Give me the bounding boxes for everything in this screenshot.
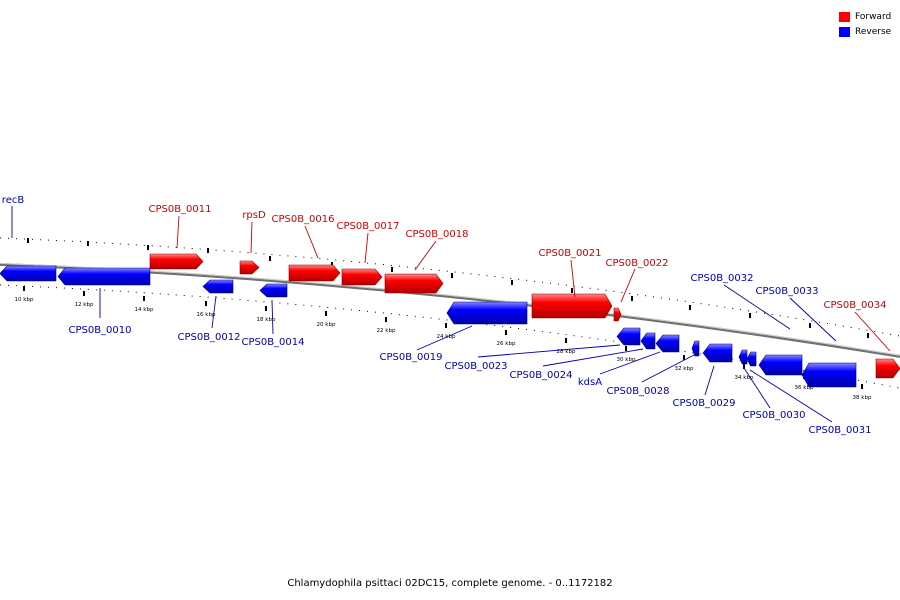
gene-label-cps0b-0014: CPS0B_0014 [241,337,304,348]
gene-label-cps0b-0033: CPS0B_0033 [755,286,818,297]
leader-line [176,215,180,249]
leader-line [749,369,833,423]
gene-arrow-kdsa [655,334,680,353]
leader-line [789,297,837,342]
gene-arrow-rpsd [239,260,260,275]
leader-line [250,221,253,254]
gene-arrow-cps0b-0019 [446,301,528,325]
gene-label-cps0b-0011: CPS0B_0011 [148,204,211,215]
gene-label-cps0b-0022: CPS0B_0022 [605,258,668,269]
gene-arrow-cps0b-0030 [738,349,748,365]
gene-label-cps0b-0030: CPS0B_0030 [742,410,805,421]
leader-line [599,351,661,375]
gene-label-cps0b-0032: CPS0B_0032 [690,273,753,284]
scale-tick-label: 38 kbp [853,395,872,401]
gene-label-rpsd: rpsD [242,210,266,221]
scale-tick-label: 28 kbp [557,349,576,355]
forward-swatch [839,11,850,22]
scale-tick-label: 10 kbp [15,297,34,303]
gene-arrow-cps0b-0018 [384,273,444,294]
leader-line [211,295,217,329]
scale-tick-label: 36 kbp [795,385,814,391]
gene-label-cps0b-0024: CPS0B_0024 [509,370,572,381]
gene-label-cps0b-0019: CPS0B_0019 [379,352,442,363]
gene-label-cps0b-0016: CPS0B_0016 [271,214,334,225]
leader-line [570,259,576,298]
scale-tick-label: 26 kbp [497,341,516,347]
gene-arrow-cps0b-0033 [746,351,757,367]
legend-reverse: Reverse [839,24,891,39]
leader-line [304,225,319,259]
scale-ticks: 10 kbp 12 kbp 14 kbp 16 kbp 18 kbp 20 kbp 22 k… [15,286,872,401]
gene-arrow-cps0b-0012 [202,279,234,294]
gene-features [0,253,900,388]
gene-label-cps0b-0028: CPS0B_0028 [606,386,669,397]
gene-arrow-cps0b-0024 [640,332,656,350]
scale-tick-label: 18 kbp [257,317,276,323]
gene-arrow-cps0b-0028 [691,340,700,357]
scale-tick-label: 16 kbp [197,312,216,318]
gene-label-kdsa: kdsA [578,377,602,388]
legend-forward-label: Forward [855,11,892,22]
gene-arrow-cps0b-0022 [613,307,622,322]
leader-line [416,325,473,351]
gene-arrow-recb [0,265,57,282]
map-caption: Chlamydophila psittaci 02DC15, complete … [287,578,613,589]
gene-arrow-cps0b-0011 [149,253,204,270]
gene-label-cps0b-0031: CPS0B_0031 [808,425,871,436]
leader-line [641,354,695,383]
gene-label-cps0b-0029: CPS0B_0029 [672,398,735,409]
gene-arrow-cps0b-0021 [531,293,613,319]
scale-tick-label: 14 kbp [135,307,154,313]
gene-arrow-cps0b-0017 [341,268,383,286]
gene-label-cps0b-0021: CPS0B_0021 [538,248,601,259]
leader-line [271,299,274,335]
gene-arrow-cps0b-0031 [801,362,857,388]
reverse-swatch [839,26,850,37]
scale-tick-label: 34 kbp [735,375,754,381]
gene-arrow-cps0b-0029 [702,343,733,363]
gene-arrow-cps0b-0023 [616,327,641,346]
gene-label-cps0b-0034: CPS0B_0034 [823,300,886,311]
gene-arrow-cps0b-0032 [758,354,803,376]
leader-line [477,344,621,358]
leader-line [723,284,791,330]
gene-label-cps0b-0018: CPS0B_0018 [405,229,468,240]
gene-arrow-cps0b-0010 [57,267,151,286]
leader-line [620,268,636,303]
gene-label-recb: recB [2,195,25,206]
legend-reverse-label: Reverse [855,26,892,37]
leader-line [704,365,715,396]
scale-tick-label: 20 kbp [317,322,336,328]
leader-line [364,232,369,264]
gene-arrow-cps0b-0014 [259,283,288,298]
gene-label-cps0b-0012: CPS0B_0012 [177,332,240,343]
legend: Forward Reverse [839,9,891,39]
leader-line [414,240,437,271]
gene-arrow-cps0b-0034 [875,358,900,379]
scale-tick-label: 32 kbp [675,366,694,372]
upper-major-ticks [27,238,869,338]
gene-label-cps0b-0023: CPS0B_0023 [444,361,507,372]
scale-tick-label: 22 kbp [377,328,396,334]
scale-tick-label: 12 kbp [75,302,94,308]
scale-tick-label: 30 kbp [617,357,636,363]
leader-line [854,311,891,352]
gene-labels: recB CPS0B_0010 CPS0B_0011 CPS0B_0012 rpsD CP… [2,195,891,436]
legend-forward: Forward [839,9,891,24]
leader-line [743,367,771,409]
gene-label-cps0b-0017: CPS0B_0017 [336,221,399,232]
leader-line [542,348,644,367]
gene-label-cps0b-0010: CPS0B_0010 [68,325,131,336]
gene-arrow-cps0b-0016 [288,264,341,282]
